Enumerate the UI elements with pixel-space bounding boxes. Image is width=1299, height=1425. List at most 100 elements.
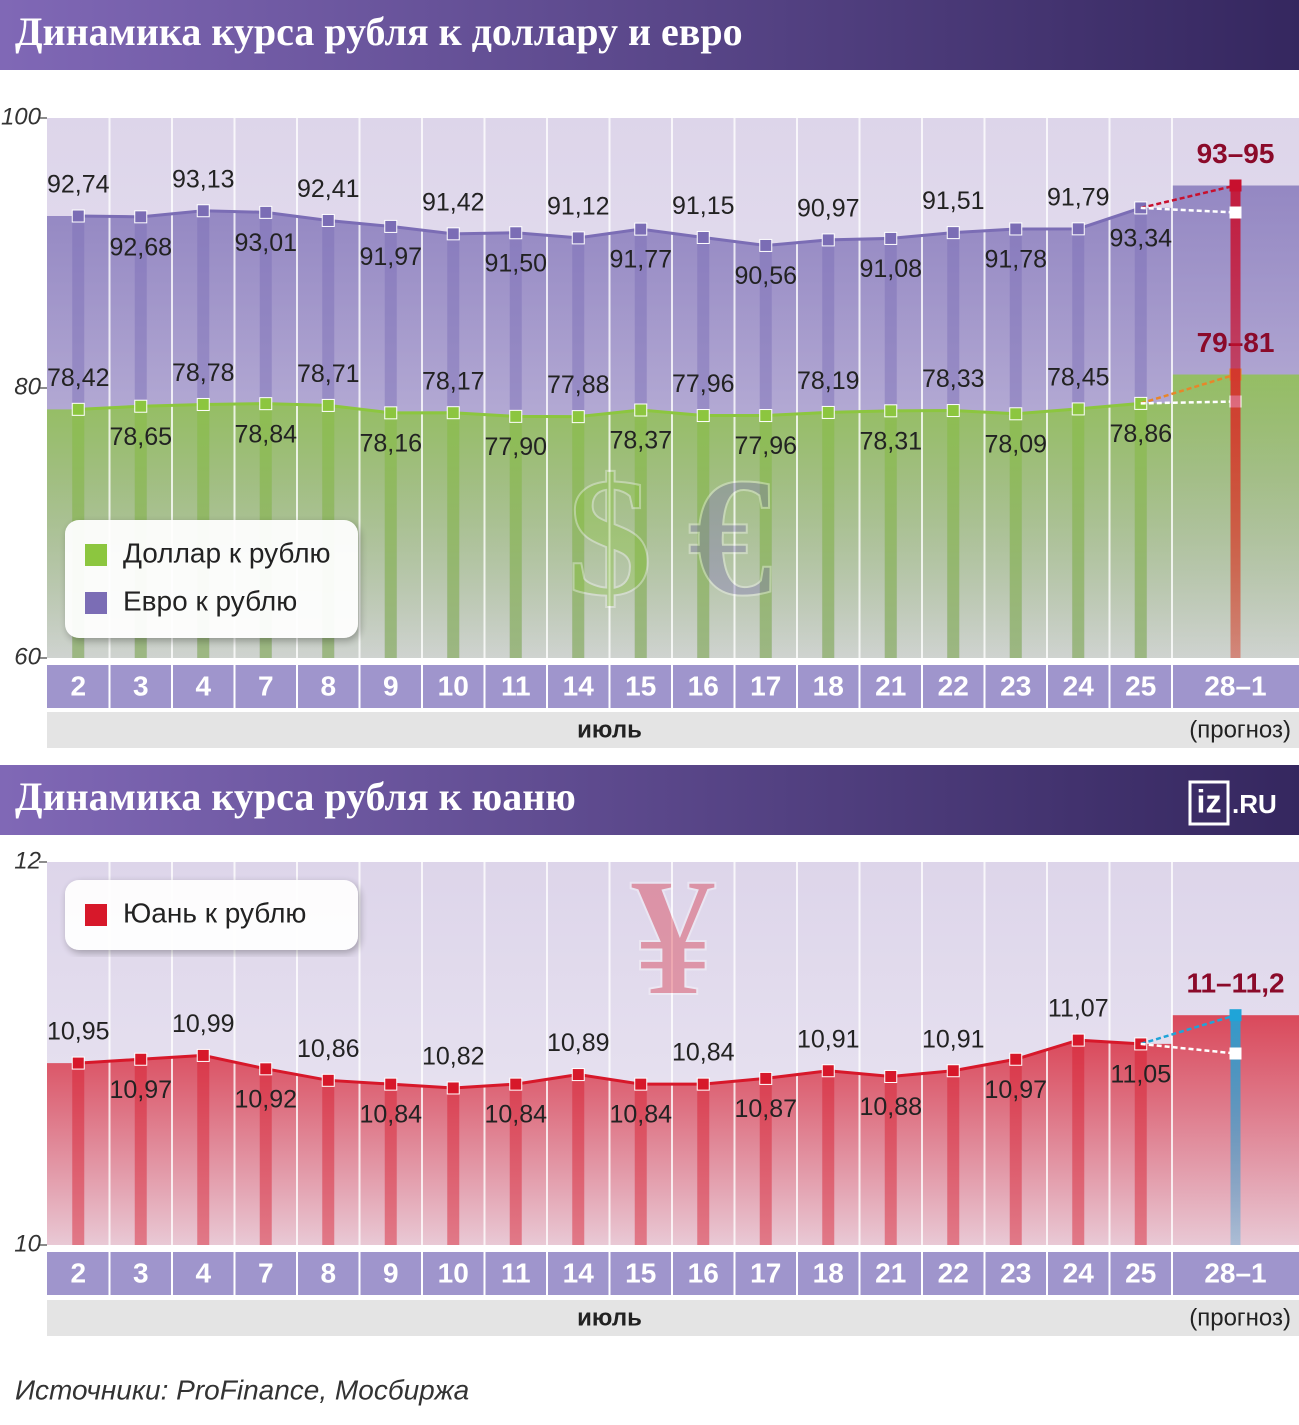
marker — [196, 397, 210, 411]
data-label: 91,78 — [984, 246, 1047, 274]
legend-label: Евро к рублю — [123, 585, 297, 616]
data-label: 10,92 — [234, 1085, 297, 1113]
data-label: 93,13 — [172, 165, 235, 193]
logo-suffix: .RU — [1232, 789, 1277, 819]
y-tick-label: 100 — [1, 103, 42, 130]
x-tick-label: 15 — [625, 1257, 656, 1288]
data-label: 77,90 — [484, 433, 547, 461]
marker — [946, 1064, 960, 1078]
x-tick-label: 9 — [383, 670, 399, 701]
forecast-low — [1229, 1047, 1242, 1060]
marker — [1009, 407, 1023, 421]
marker — [696, 1077, 710, 1091]
line — [78, 1038, 1141, 1090]
marker — [571, 410, 585, 424]
currency-symbol: $ — [568, 443, 653, 631]
x-tick-label: 25 — [1125, 1257, 1156, 1288]
x-tick-label: 3 — [133, 1257, 149, 1288]
marker — [446, 1081, 460, 1095]
x-tick-label: 17 — [750, 670, 781, 701]
data-label: 91,97 — [359, 243, 422, 271]
marker — [259, 397, 273, 411]
title-band — [0, 0, 1299, 70]
y-tick-label: 60 — [14, 643, 41, 670]
title-band — [0, 765, 1299, 835]
marker — [946, 226, 960, 240]
data-label: 10,84 — [359, 1101, 422, 1129]
month-label: июль — [577, 1304, 642, 1331]
marker — [509, 409, 523, 423]
data-label: 91,51 — [922, 187, 985, 215]
currency-symbol: € — [688, 443, 773, 631]
data-label: 78,71 — [297, 360, 360, 388]
stripe — [634, 1084, 647, 1245]
forecast-bar — [1230, 185, 1241, 658]
legend-swatch — [85, 544, 107, 566]
data-label: 10,91 — [922, 1025, 985, 1053]
marker — [196, 1048, 210, 1062]
data-label: 93,34 — [1109, 225, 1172, 253]
marker — [696, 230, 710, 244]
stripe — [759, 1078, 772, 1245]
forecast-line-high — [1140, 184, 1236, 210]
data-label: 92,41 — [297, 175, 360, 203]
marker — [384, 406, 398, 420]
marker — [1071, 222, 1085, 236]
x-tick-label: 3 — [133, 670, 149, 701]
forecast-high — [1229, 1009, 1242, 1022]
data-label: 10,99 — [172, 1010, 235, 1038]
marker — [71, 209, 85, 223]
x-tick-label: 8 — [320, 670, 336, 701]
marker — [384, 219, 398, 233]
stripe — [759, 415, 772, 658]
stripe — [384, 412, 397, 658]
stripe — [947, 410, 960, 658]
line — [78, 401, 1141, 419]
data-label: 90,56 — [734, 262, 797, 290]
marker — [946, 404, 960, 418]
forecast-line-high — [1140, 373, 1236, 405]
data-label: 91,08 — [859, 255, 922, 283]
stripe — [447, 412, 460, 658]
data-label: 10,89 — [547, 1029, 610, 1057]
marker — [259, 1062, 273, 1076]
marker — [1009, 1052, 1023, 1066]
data-label: 78,16 — [359, 429, 422, 457]
stripe — [1134, 1043, 1147, 1245]
x-tick-label: 28–1 — [1204, 670, 1266, 701]
legend-box — [65, 880, 358, 950]
legend-swatch — [85, 904, 107, 926]
x-tick-label: 16 — [688, 670, 719, 701]
data-label: 78,84 — [234, 420, 297, 448]
stripe — [72, 1063, 85, 1245]
x-tick-label: 10 — [438, 670, 469, 701]
forecast-bar — [1230, 1015, 1241, 1245]
x-tick-label: 15 — [625, 670, 656, 701]
data-label: 78,86 — [1109, 420, 1172, 448]
data-label: 78,37 — [609, 427, 672, 455]
data-label: 10,87 — [734, 1095, 797, 1123]
marker — [1071, 402, 1085, 416]
data-label: 78,78 — [172, 359, 235, 387]
marker — [134, 1052, 148, 1066]
stripe — [1009, 413, 1022, 658]
forecast-note: (прогноз) — [1189, 1304, 1291, 1331]
month-band — [47, 1300, 1299, 1336]
month-band — [47, 712, 1299, 748]
source: Источники: ProFinance, Мосбиржа — [15, 1374, 469, 1405]
stripe — [572, 416, 585, 658]
marker — [1071, 1033, 1085, 1047]
marker — [884, 404, 898, 418]
data-label: 91,15 — [672, 192, 735, 220]
x-tick-label: 23 — [1000, 670, 1031, 701]
data-label: 78,33 — [922, 365, 985, 393]
legend-label: Доллар к рублю — [123, 537, 331, 568]
stripe — [1134, 403, 1147, 658]
x-tick-label: 24 — [1063, 670, 1095, 701]
x-tick-label: 25 — [1125, 670, 1156, 701]
x-tick-label: 9 — [383, 1257, 399, 1288]
data-label: 78,17 — [422, 367, 485, 395]
x-tick-label: 11 — [501, 1257, 531, 1288]
stripe — [697, 415, 710, 658]
data-label: 78,45 — [1047, 364, 1110, 392]
